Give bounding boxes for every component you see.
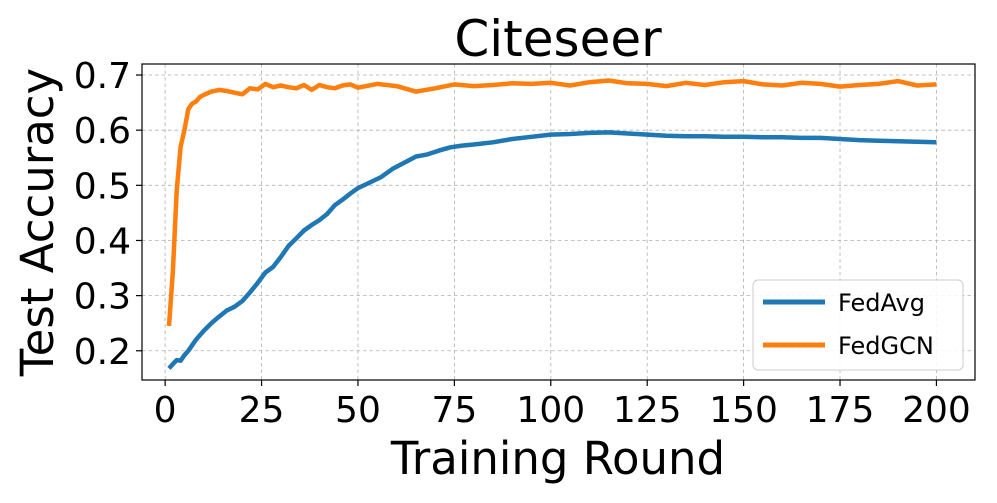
x-tick-label: 150 xyxy=(709,390,778,431)
x-tick-label: 25 xyxy=(239,390,285,431)
plot-frame xyxy=(141,63,976,381)
x-tick-label: 175 xyxy=(806,390,875,431)
x-tick-label: 200 xyxy=(902,390,971,431)
y-tick-label: 0.5 xyxy=(74,166,131,207)
legend-label-fedgcn: FedGCN xyxy=(838,332,934,360)
x-axis-label: Training Round xyxy=(390,432,725,485)
x-tick-label: 50 xyxy=(335,390,381,431)
grid-lines xyxy=(142,64,975,380)
y-tick-label: 0.6 xyxy=(74,111,131,152)
y-tick-label: 0.2 xyxy=(74,332,131,373)
x-axis-ticks: 0 25 50 75 100 125 150 175 200 xyxy=(154,380,971,431)
y-tick-label: 0.3 xyxy=(74,277,131,318)
x-tick-label: 75 xyxy=(431,390,477,431)
y-tick-label: 0.7 xyxy=(74,56,131,97)
x-tick-label: 100 xyxy=(516,390,585,431)
legend: FedAvg FedGCN xyxy=(752,279,964,371)
chart-title: Citeseer xyxy=(454,10,662,68)
series-layer xyxy=(166,78,937,370)
series-line-fedavg xyxy=(167,130,937,370)
legend-label-fedavg: FedAvg xyxy=(838,289,925,317)
y-axis-label: Test Accuracy xyxy=(11,68,64,377)
x-tick-label: 0 xyxy=(154,390,177,431)
y-axis-ticks: 0.2 0.3 0.4 0.5 0.6 0.7 xyxy=(74,56,142,373)
series-line-fedgcn xyxy=(166,78,937,327)
x-tick-label: 125 xyxy=(613,390,682,431)
y-tick-label: 0.4 xyxy=(74,221,131,262)
